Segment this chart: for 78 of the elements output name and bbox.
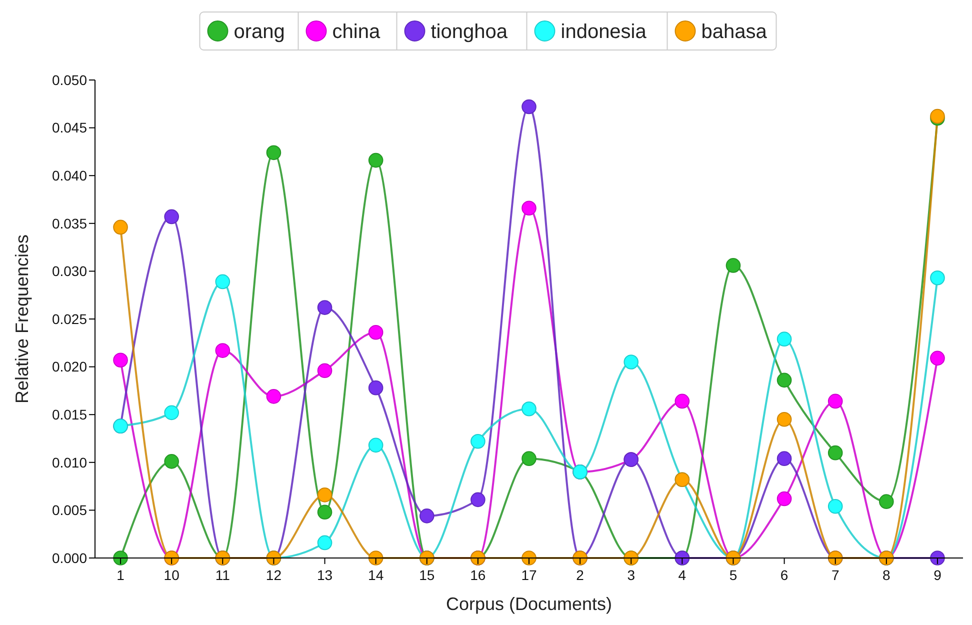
point [164,209,179,224]
point [113,220,128,235]
y-tick-label: 0.010 [52,454,88,470]
legend-label: china [332,21,381,43]
legend-label: indonesia [560,21,648,43]
x-tick-label: 4 [678,567,686,583]
y-tick-label: 0.030 [52,263,88,280]
point [624,354,639,370]
point [266,389,282,404]
point [368,324,384,340]
point [930,270,945,286]
point [522,401,536,416]
point [470,434,486,449]
point [828,445,843,460]
x-tick-label: 1 [116,567,125,583]
point [317,488,332,502]
x-tick-label: 12 [266,567,282,583]
y-tick-label: 0.020 [52,358,88,375]
point [776,412,792,427]
point [828,394,843,409]
y-tick-label: 0.025 [52,310,88,327]
point [674,394,690,409]
point [266,145,282,160]
point [930,350,945,366]
point [879,494,894,509]
point [522,550,536,566]
x-tick-label: 17 [521,567,537,583]
x-tick-label: 15 [419,567,435,583]
x-tick-label: 9 [934,567,942,583]
point [164,405,179,420]
x-axis-title: Corpus (Documents) [446,594,612,614]
x-tick-label: 10 [164,567,180,583]
point [419,508,434,524]
y-tick-label: 0.045 [52,120,88,136]
point [317,300,332,315]
point [930,550,945,566]
x-tick-label: 11 [215,567,230,583]
x-tick-label: 14 [368,567,384,583]
x-tick-label: 6 [780,567,788,583]
point [215,274,230,290]
legend-label: tionghoa [430,21,508,43]
point [828,498,843,514]
point [522,200,536,216]
x-tick-label: 16 [470,567,486,583]
y-tick-label: 0.000 [52,550,88,566]
y-tick-label: 0.050 [52,72,88,88]
point [470,492,486,508]
point [164,454,179,469]
x-tick-label: 5 [729,567,738,583]
x-tick-label: 13 [316,567,333,583]
legend-label: bahasa [701,21,768,43]
point [776,372,792,388]
point [317,363,332,378]
x-tick-label: 8 [882,567,891,583]
point [113,550,128,566]
y-tick-label: 0.005 [52,502,88,518]
point [368,152,384,168]
x-tick-label: 7 [831,567,840,583]
point [776,332,792,346]
y-tick-label: 0.040 [52,168,88,184]
y-tick-label: 0.035 [52,215,88,232]
point [776,451,792,466]
y-tick-label: 0.015 [52,406,88,422]
point [522,451,536,466]
point [317,504,332,520]
point [368,380,384,396]
point [776,491,792,506]
point [317,535,332,550]
y-axis-title: Relative Frequencies [12,234,32,404]
point [215,343,230,358]
point [113,352,128,368]
legend-label: orang [234,21,285,43]
point [726,258,741,273]
x-tick-label: 3 [627,567,636,583]
x-tick-label: 2 [576,567,584,583]
point [522,99,536,114]
point [368,550,384,566]
point [368,438,384,453]
